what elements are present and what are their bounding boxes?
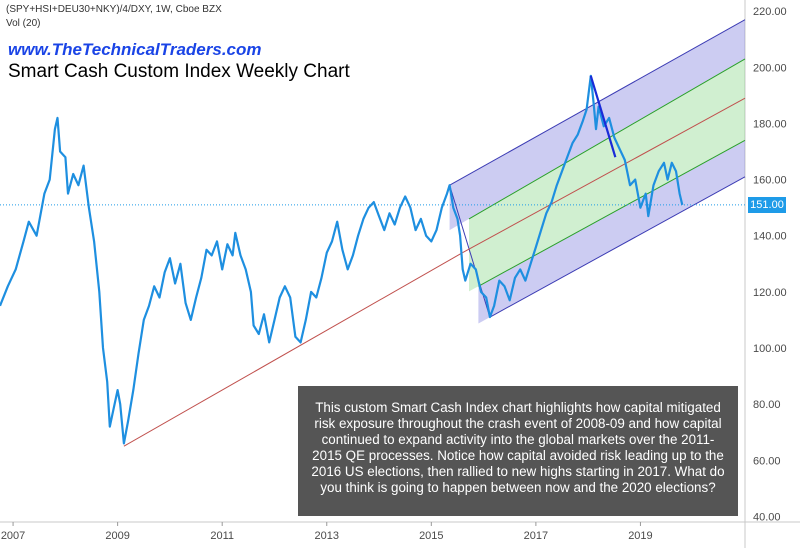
y-tick-label: 160.00 xyxy=(753,175,787,187)
x-tick-label: 2011 xyxy=(210,530,234,542)
x-tick-label: 2017 xyxy=(524,530,548,542)
pitchfork-lower-line xyxy=(489,176,746,318)
x-tick-label: 2019 xyxy=(628,530,652,542)
y-tick-label: 120.00 xyxy=(753,287,787,299)
peak-decline-line xyxy=(589,75,617,158)
site-url: www.TheTechnicalTraders.com xyxy=(8,40,262,59)
y-tick-label: 220.00 xyxy=(753,6,787,18)
x-tick-label: 2013 xyxy=(315,530,339,542)
long-term-trendline xyxy=(123,252,463,447)
pitchfork-median-line xyxy=(462,97,746,254)
annotation-box: This custom Smart Cash Index chart highl… xyxy=(298,386,738,516)
volume-indicator-label: Vol (20) xyxy=(6,18,41,29)
x-tick-label: 2009 xyxy=(105,530,129,542)
pitchfork-upper-line xyxy=(449,19,746,186)
y-tick-label: 100.00 xyxy=(753,343,787,355)
x-tick-label: 2007 xyxy=(1,530,25,542)
pitchfork-lower-inner-line xyxy=(478,139,746,287)
y-tick-label: 80.00 xyxy=(753,399,781,411)
y-tick-label: 180.00 xyxy=(753,118,787,130)
y-tick-label: 200.00 xyxy=(753,62,787,74)
y-tick-label: 60.00 xyxy=(753,455,781,467)
price-series-line xyxy=(0,74,684,445)
pitchfork-upper-inner-line xyxy=(468,58,746,220)
y-tick-label: 140.00 xyxy=(753,231,787,243)
pitchfork-middle-band xyxy=(469,58,745,292)
chart-title: Smart Cash Custom Index Weekly Chart xyxy=(8,61,350,82)
y-tick-label: 40.00 xyxy=(753,511,781,523)
symbol-description: (SPY+HSI+DEU30+NKY)/4/DXY, 1W, Cboe BZX xyxy=(6,4,222,15)
x-tick-label: 2015 xyxy=(419,530,443,542)
current-price-badge: 151.00 xyxy=(748,197,786,213)
